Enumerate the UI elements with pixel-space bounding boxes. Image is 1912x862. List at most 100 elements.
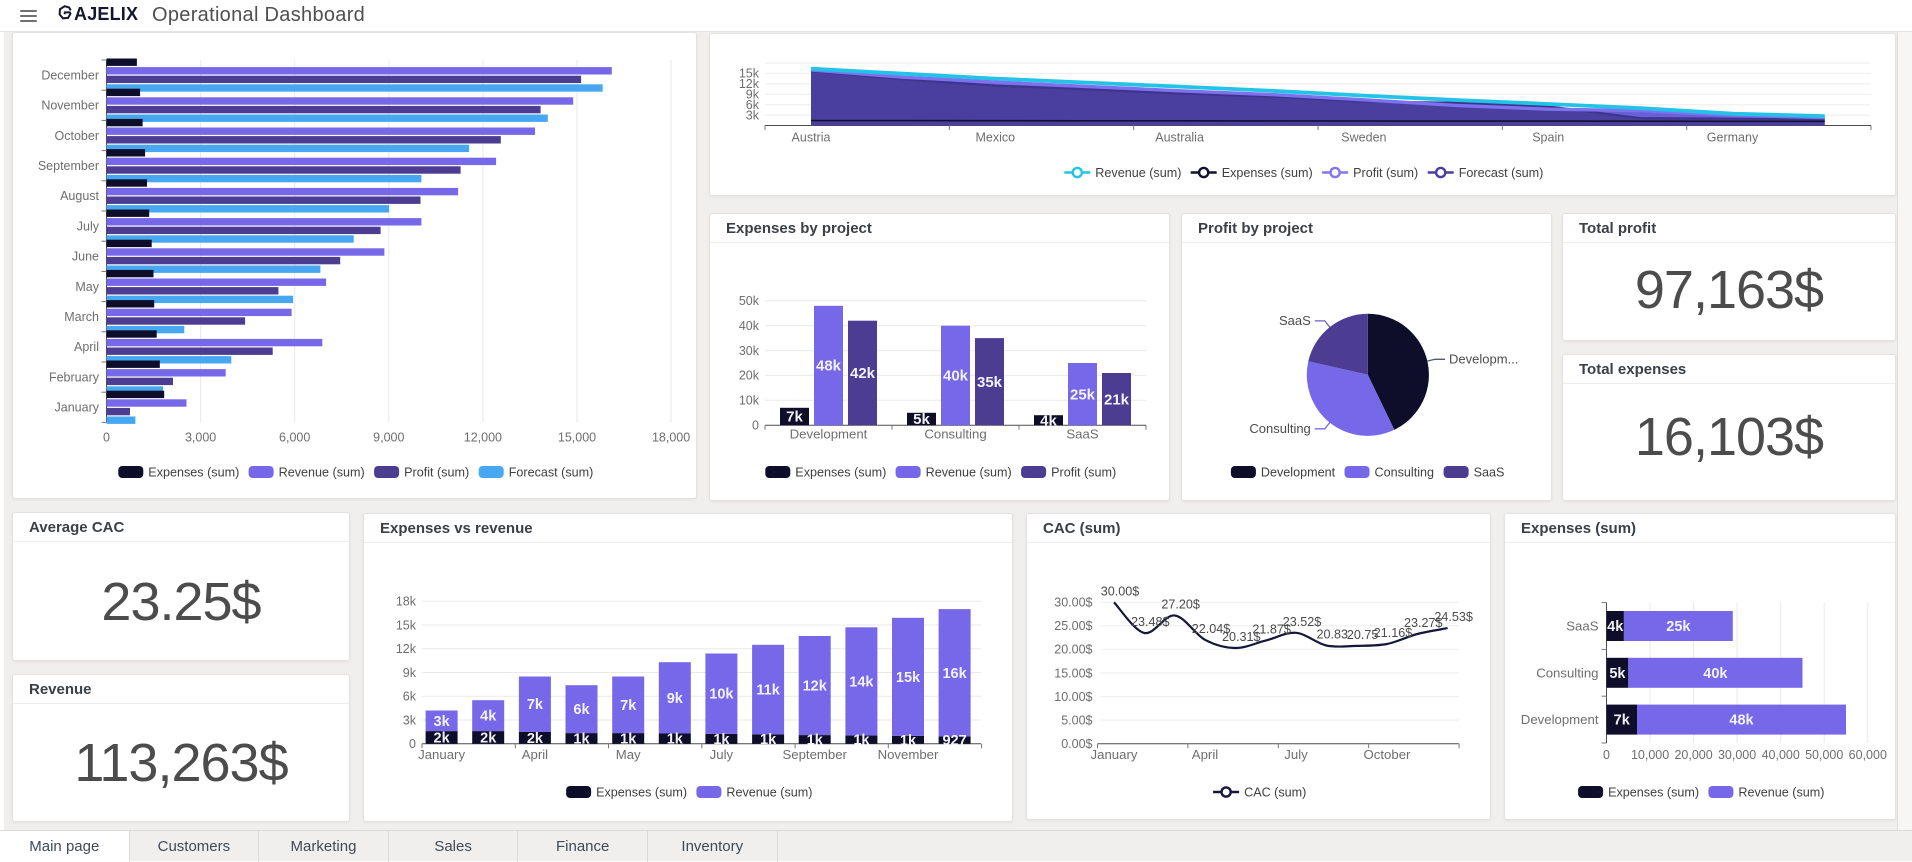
svg-text:1k: 1k xyxy=(760,732,777,748)
svg-text:9k: 9k xyxy=(667,691,684,707)
svg-text:6k: 6k xyxy=(746,98,760,112)
svg-text:September: September xyxy=(782,747,847,762)
svg-text:May: May xyxy=(616,747,641,762)
svg-text:September: September xyxy=(38,159,99,173)
svg-text:23.27$: 23.27$ xyxy=(1404,616,1443,630)
svg-text:15k: 15k xyxy=(396,618,417,632)
svg-text:48k: 48k xyxy=(816,358,842,375)
svg-text:January: January xyxy=(55,401,100,415)
svg-text:5.00$: 5.00$ xyxy=(1061,713,1092,727)
svg-text:Expenses (sum): Expenses (sum) xyxy=(596,785,687,799)
svg-text:16k: 16k xyxy=(942,666,967,682)
svg-text:Mexico: Mexico xyxy=(976,131,1016,145)
svg-text:22.04$: 22.04$ xyxy=(1192,622,1231,636)
svg-text:18k: 18k xyxy=(396,595,417,609)
svg-text:12,000: 12,000 xyxy=(464,431,502,445)
svg-text:23.52$: 23.52$ xyxy=(1283,615,1322,629)
svg-text:27.20$: 27.20$ xyxy=(1161,598,1200,612)
svg-text:July: July xyxy=(1284,747,1308,762)
svg-text:December: December xyxy=(41,68,99,82)
svg-text:20k: 20k xyxy=(739,369,760,383)
svg-text:927: 927 xyxy=(942,733,966,749)
svg-text:2k: 2k xyxy=(434,731,451,747)
svg-text:June: June xyxy=(72,250,99,264)
svg-text:October: October xyxy=(1364,747,1412,762)
svg-text:Expenses (sum): Expenses (sum) xyxy=(1222,166,1313,180)
svg-text:14k: 14k xyxy=(849,674,874,690)
svg-text:40,000: 40,000 xyxy=(1762,748,1800,762)
svg-text:Revenue (sum): Revenue (sum) xyxy=(1738,785,1824,799)
svg-text:11k: 11k xyxy=(756,683,780,699)
svg-text:Sweden: Sweden xyxy=(1341,131,1386,145)
svg-text:0: 0 xyxy=(409,737,416,751)
svg-text:Spain: Spain xyxy=(1532,131,1564,145)
svg-text:1k: 1k xyxy=(900,733,917,749)
svg-text:Consulting: Consulting xyxy=(1536,665,1598,680)
svg-text:SaaS: SaaS xyxy=(1566,619,1598,634)
svg-text:40k: 40k xyxy=(1703,666,1728,682)
svg-text:October: October xyxy=(55,129,99,143)
svg-text:January: January xyxy=(1091,747,1138,762)
svg-text:18,000: 18,000 xyxy=(652,431,690,445)
svg-text:August: August xyxy=(60,189,99,203)
svg-text:20.31$: 20.31$ xyxy=(1222,630,1261,644)
svg-text:April: April xyxy=(74,340,99,354)
svg-text:15k: 15k xyxy=(739,67,760,81)
svg-text:Expenses (sum): Expenses (sum) xyxy=(148,465,239,479)
svg-text:3k: 3k xyxy=(434,714,451,730)
svg-text:Austria: Austria xyxy=(792,131,831,145)
svg-text:9k: 9k xyxy=(746,88,760,102)
svg-text:Developm...: Developm... xyxy=(1449,352,1518,367)
svg-text:May: May xyxy=(75,280,99,294)
svg-text:4k: 4k xyxy=(1040,412,1057,429)
svg-text:Profit (sum): Profit (sum) xyxy=(1353,166,1418,180)
svg-text:Germany: Germany xyxy=(1707,131,1759,145)
svg-text:SaaS: SaaS xyxy=(1066,427,1098,442)
svg-text:50k: 50k xyxy=(739,294,760,308)
svg-text:40k: 40k xyxy=(943,368,969,385)
svg-text:4k: 4k xyxy=(1607,619,1624,635)
svg-text:1k: 1k xyxy=(713,732,730,748)
svg-text:30k: 30k xyxy=(739,344,760,358)
svg-text:50,000: 50,000 xyxy=(1805,748,1843,762)
svg-text:23.48$: 23.48$ xyxy=(1131,615,1170,629)
svg-text:25k: 25k xyxy=(1666,619,1691,635)
svg-text:1k: 1k xyxy=(573,732,590,748)
svg-text:Revenue (sum): Revenue (sum) xyxy=(926,465,1012,479)
svg-text:Forecast (sum): Forecast (sum) xyxy=(1459,166,1544,180)
svg-text:30.00$: 30.00$ xyxy=(1101,584,1140,598)
svg-text:21.16$: 21.16$ xyxy=(1374,626,1413,640)
svg-text:6k: 6k xyxy=(573,702,590,718)
svg-text:10.00$: 10.00$ xyxy=(1054,690,1092,704)
svg-text:5k: 5k xyxy=(1609,666,1626,682)
svg-text:Development: Development xyxy=(1261,465,1336,479)
svg-text:March: March xyxy=(64,310,99,324)
svg-text:3k: 3k xyxy=(746,108,760,122)
svg-text:April: April xyxy=(1192,747,1218,762)
svg-text:SaaS: SaaS xyxy=(1279,313,1311,328)
svg-text:Expenses (sum): Expenses (sum) xyxy=(795,465,886,479)
svg-text:20.75: 20.75 xyxy=(1347,628,1379,642)
svg-text:20.83: 20.83 xyxy=(1317,628,1349,642)
svg-text:24.53$: 24.53$ xyxy=(1434,610,1473,624)
svg-text:Consulting: Consulting xyxy=(1375,465,1435,479)
svg-text:12k: 12k xyxy=(739,77,760,91)
svg-text:2k: 2k xyxy=(480,731,497,747)
svg-text:12k: 12k xyxy=(396,642,417,656)
svg-text:Consulting: Consulting xyxy=(1249,421,1310,436)
svg-text:0: 0 xyxy=(103,431,110,445)
svg-text:35k: 35k xyxy=(977,374,1003,391)
svg-text:February: February xyxy=(49,370,100,384)
svg-text:3,000: 3,000 xyxy=(185,431,216,445)
svg-text:20.00$: 20.00$ xyxy=(1054,643,1092,657)
svg-text:1k: 1k xyxy=(620,732,637,748)
svg-text:20,000: 20,000 xyxy=(1674,748,1712,762)
svg-text:Revenue (sum): Revenue (sum) xyxy=(1095,166,1181,180)
svg-text:7k: 7k xyxy=(1614,713,1631,729)
svg-text:January: January xyxy=(418,747,465,762)
svg-text:Expenses (sum): Expenses (sum) xyxy=(1608,785,1699,799)
svg-text:10k: 10k xyxy=(709,687,734,703)
svg-text:10k: 10k xyxy=(739,394,760,408)
svg-text:40k: 40k xyxy=(739,319,760,333)
svg-text:November: November xyxy=(41,99,99,113)
